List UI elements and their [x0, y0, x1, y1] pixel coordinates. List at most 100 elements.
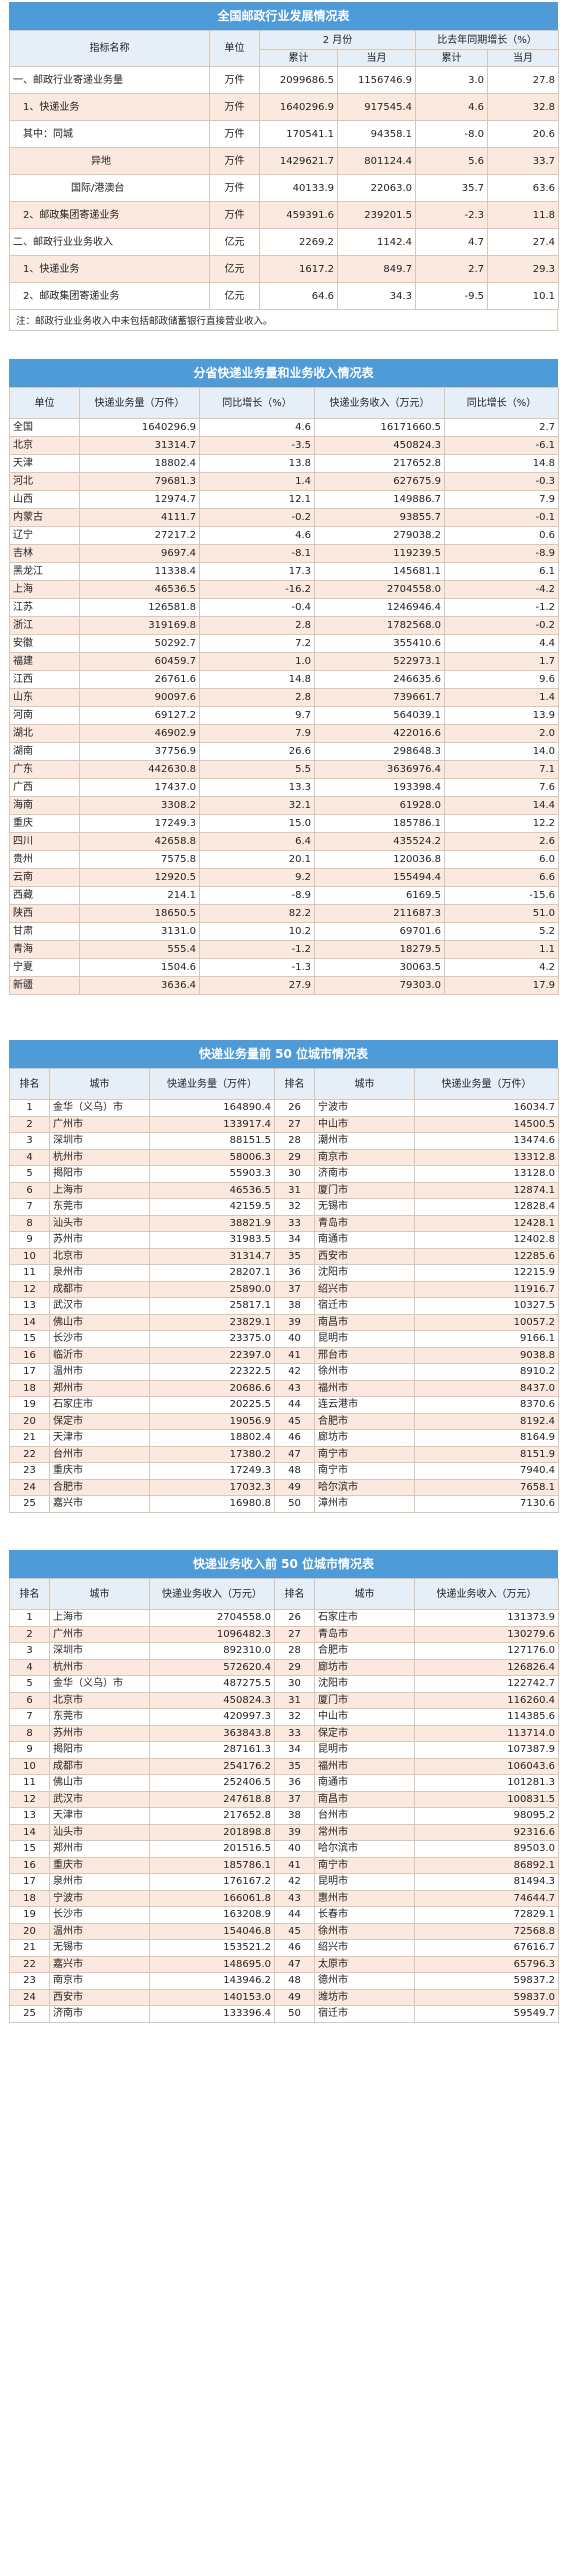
table4-cell: 487275.5 [149, 1675, 275, 1693]
table2-cell: 1246946.4 [314, 598, 445, 617]
table3-cell: 15 [9, 1330, 50, 1348]
table3-cell: 46536.5 [149, 1181, 275, 1199]
table4-cell: 43 [274, 1889, 315, 1907]
table3-cell: 13474.6 [414, 1132, 559, 1150]
table2-cell: 82.2 [199, 904, 315, 923]
table2-cell: 7.2 [199, 634, 315, 653]
table3-cell: 台州市 [49, 1445, 150, 1463]
table3-cell: 25817.1 [149, 1297, 275, 1315]
table4-cell: 50 [274, 2005, 315, 2023]
table2-cell: 5.2 [444, 922, 559, 941]
table1-cell-indicator: 其中：同城 [9, 120, 210, 148]
table3-cell: 5 [9, 1165, 50, 1183]
table2-row: 安徽 50292.7 7.2 355410.6 4.4 [9, 634, 559, 653]
table4-cell: 36 [274, 1774, 315, 1792]
table2-cell: 11338.4 [79, 562, 200, 581]
table2-cell: -6.1 [444, 436, 559, 455]
table4-cell: 140153.0 [149, 1988, 275, 2006]
table3-cell: 13312.8 [414, 1148, 559, 1166]
table3-cell: 8370.6 [414, 1396, 559, 1414]
table1-cell-unit: 万件 [209, 93, 260, 121]
table4-row: 3 深圳市 892310.0 28 合肥市 127176.0 [9, 1642, 559, 1660]
table3-cell: 12285.6 [414, 1247, 559, 1265]
table4-cell: 13 [9, 1807, 50, 1825]
table3-cell: 潮州市 [314, 1132, 415, 1150]
table3-cell: 保定市 [49, 1412, 150, 1430]
table4-row: 20 温州市 154046.8 45 徐州市 72568.8 [9, 1922, 559, 1940]
table2-cell: 279038.2 [314, 526, 445, 545]
table2-cell: 13.9 [444, 706, 559, 725]
table4-cell: 59837.0 [414, 1988, 559, 2006]
table4-cell: 185786.1 [149, 1856, 275, 1874]
table3-cell: 邢台市 [314, 1346, 415, 1364]
table2-cell: -0.2 [444, 616, 559, 635]
table3-cell: 12874.1 [414, 1181, 559, 1199]
table3-header-cell: 城市 [49, 1068, 150, 1100]
table1-row: 2、邮政集团寄递业务 亿元 64.6 34.3 -9.5 10.1 [9, 282, 560, 310]
table2-cell: 山东 [9, 688, 80, 707]
table1-cell-gcur: 10.1 [487, 282, 560, 310]
table2-header-cell: 快递业务收入（万元） [314, 387, 445, 419]
table3-cell: 长沙市 [49, 1330, 150, 1348]
table2-cell: 13.3 [199, 778, 315, 797]
table4-cell: 130279.6 [414, 1625, 559, 1643]
table3-cell: 40 [274, 1330, 315, 1348]
table2-cell: 555.4 [79, 940, 200, 959]
table4-cell: 广州市 [49, 1625, 150, 1643]
table3-cell: 25 [9, 1495, 50, 1513]
table4-header-cell: 排名 [9, 1578, 50, 1610]
table1-cell-indicator: 2、邮政集团寄递业务 [9, 201, 210, 229]
table2-cell: 319169.8 [79, 616, 200, 635]
table4-cell: 154046.8 [149, 1922, 275, 1940]
table2-cell: 1.1 [444, 940, 559, 959]
table4-cell: 27 [274, 1625, 315, 1643]
table4-cell: 148695.0 [149, 1955, 275, 1973]
table3-cell: 18802.4 [149, 1429, 275, 1447]
table3-cell: 12215.9 [414, 1264, 559, 1282]
table2-cell: 贵州 [9, 850, 80, 869]
table3-cell: 合肥市 [314, 1412, 415, 1430]
table4-row: 14 汕头市 201898.8 39 常州市 92316.6 [9, 1823, 559, 1841]
table2-cell: 211687.3 [314, 904, 445, 923]
table4-row: 6 北京市 450824.3 31 厦门市 116260.4 [9, 1691, 559, 1709]
table2-row: 江苏 126581.8 -0.4 1246946.4 -1.2 [9, 598, 559, 617]
table1-row: 异地 万件 1429621.7 801124.4 5.6 33.7 [9, 147, 560, 175]
table1-cell-gcur: 11.8 [487, 201, 560, 229]
table2-cell: 云南 [9, 868, 80, 887]
table2-cell: 7.9 [199, 724, 315, 743]
table3-cell: 32 [274, 1198, 315, 1216]
table4-row: 9 揭阳市 287161.3 34 昆明市 107387.9 [9, 1741, 559, 1759]
table2-cell: 4.6 [199, 418, 315, 437]
table2-cell: 32.1 [199, 796, 315, 815]
table4-row: 21 无锡市 153521.2 46 绍兴市 67616.7 [9, 1939, 559, 1957]
table2-cell: 陕西 [9, 904, 80, 923]
table2-cell: 12920.5 [79, 868, 200, 887]
table2-row: 吉林 9697.4 -8.1 119239.5 -8.9 [9, 544, 559, 563]
table3-cell: 南宁市 [314, 1445, 415, 1463]
table2-cell: 14.4 [444, 796, 559, 815]
table2-cell: 2.8 [199, 616, 315, 635]
table4-cell: 127176.0 [414, 1642, 559, 1660]
table1-cell-gcum: 4.6 [415, 93, 489, 121]
table4-cell: 47 [274, 1955, 315, 1973]
table3-cell: 7 [9, 1198, 50, 1216]
table2-row: 江西 26761.6 14.8 246635.6 9.6 [9, 670, 559, 689]
table3-cell: 42159.5 [149, 1198, 275, 1216]
table2-cell: -1.2 [444, 598, 559, 617]
table4-cell: 247618.8 [149, 1790, 275, 1808]
table3-row: 8 汕头市 38821.9 33 青岛市 12428.1 [9, 1214, 559, 1232]
table2-cell: 3308.2 [79, 796, 200, 815]
table4-cell: 49 [274, 1988, 315, 2006]
table2-cell: 1.0 [199, 652, 315, 671]
table3-cell: 22322.5 [149, 1363, 275, 1381]
table3-cell: 漳州市 [314, 1495, 415, 1513]
table4-cell: 惠州市 [314, 1889, 415, 1907]
table1-header-cur: 当月 [336, 49, 417, 67]
table4-cell: 常州市 [314, 1823, 415, 1841]
table4-cell: 徐州市 [314, 1922, 415, 1940]
table3-header-cell: 快递业务量（万件） [414, 1068, 559, 1100]
table2-cell: 青海 [9, 940, 80, 959]
table4-cell: 46 [274, 1939, 315, 1957]
table1-cell-cur: 1156746.9 [336, 66, 417, 94]
table3-cell: 133917.4 [149, 1115, 275, 1133]
